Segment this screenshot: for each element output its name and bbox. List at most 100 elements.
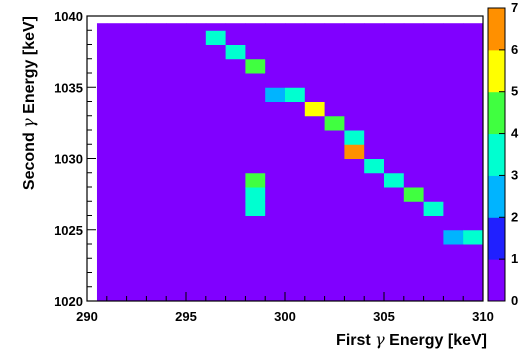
heatmap-cell [166, 30, 187, 45]
heatmap-cell [364, 58, 385, 74]
heatmap-cell [304, 73, 326, 88]
heatmap-cell [166, 58, 187, 74]
heatmap-cell [166, 130, 187, 145]
heatmap-cell [126, 73, 147, 88]
heatmap-cell [285, 158, 306, 174]
heatmap-cell [166, 272, 187, 288]
heatmap-cell [265, 23, 286, 31]
heatmap-cell [384, 44, 405, 60]
colorbar-tick-label: 3 [511, 167, 518, 182]
heatmap-cell [265, 73, 286, 88]
heatmap-cell [344, 130, 365, 145]
heatmap-cell [205, 158, 227, 174]
heatmap-cell [423, 101, 444, 117]
heatmap-cell [186, 144, 207, 159]
heatmap-cell [324, 144, 345, 159]
heatmap-cell [205, 73, 227, 88]
heatmap-cell [126, 101, 147, 117]
heatmap-cell [106, 244, 128, 259]
heatmap-cell [344, 23, 365, 31]
heatmap-cell [443, 115, 464, 131]
colorbar-tick-label: 6 [511, 42, 518, 57]
heatmap-cell [324, 172, 345, 188]
heatmap-cell [324, 115, 345, 131]
heatmap-cell [265, 258, 286, 273]
heatmap-cell [344, 286, 365, 301]
heatmap-cell [96, 115, 108, 131]
heatmap-cell [423, 58, 444, 74]
heatmap-cell [186, 58, 207, 74]
y-tick-label: 1040 [54, 9, 83, 24]
heatmap-cell [166, 144, 187, 159]
heatmap-cell [126, 187, 147, 202]
heatmap-cell [344, 201, 365, 216]
heatmap-cell [403, 258, 425, 273]
heatmap-cell [463, 23, 483, 31]
heatmap-cell [324, 101, 345, 117]
heatmap-cell [106, 172, 128, 188]
heatmap-cell [384, 30, 405, 45]
heatmap-cell [364, 244, 385, 259]
heatmap-cell [166, 23, 187, 31]
heatmap-cell [166, 44, 187, 60]
heatmap-cell [364, 272, 385, 288]
colorbar-tick-label: 0 [511, 293, 518, 308]
heatmap-cell [205, 115, 227, 131]
x-tick-label: 310 [472, 309, 494, 324]
heatmap-cell [384, 201, 405, 216]
heatmap-cell [245, 172, 266, 188]
heatmap-cell [403, 30, 425, 45]
heatmap-cell [146, 244, 167, 259]
heatmap-cell [186, 44, 207, 60]
heatmap-cell [304, 130, 326, 145]
heatmap-cell [463, 244, 483, 259]
colorbar: 0 1 2 3 4 5 6 7 [487, 0, 519, 308]
heatmap-cell [96, 87, 108, 102]
heatmap-cell [126, 23, 147, 31]
heatmap-cell [205, 286, 227, 301]
heatmap-cell [324, 58, 345, 74]
x-axis: 290 295 300 305 310 [76, 292, 494, 324]
heatmap-cell [126, 58, 147, 74]
heatmap-cell [265, 30, 286, 45]
heatmap-cell [384, 73, 405, 88]
heatmap-cell [126, 130, 147, 145]
heatmap-cell [166, 115, 187, 131]
heatmap-cell [96, 272, 108, 288]
heatmap-cell [403, 73, 425, 88]
heatmap-cell [384, 229, 405, 245]
heatmap-cell [304, 144, 326, 159]
heatmap-cell [245, 101, 266, 117]
heatmap-cell [96, 158, 108, 174]
y-axis-title: Second γ Energy [keV] [19, 16, 38, 190]
heatmap-cell [403, 187, 425, 202]
heatmap-cell [146, 272, 167, 288]
y-tick-label: 1020 [54, 294, 83, 309]
heatmap-cell [245, 144, 266, 159]
heatmap-cell [304, 58, 326, 74]
heatmap-cell [225, 130, 246, 145]
empty-margin [87, 16, 483, 24]
heatmap-cell [443, 272, 464, 288]
heatmap-cell [265, 229, 286, 245]
heatmap-cell [364, 73, 385, 88]
heatmap-cell [463, 115, 483, 131]
heatmap-cell [146, 30, 167, 45]
heatmap-cell [225, 244, 246, 259]
colorbar-tick-label: 4 [511, 126, 519, 141]
heatmap-cell [364, 158, 385, 174]
heatmap-cell [304, 172, 326, 188]
heatmap-cell [423, 130, 444, 145]
heatmap-cell [285, 73, 306, 88]
heatmap-cell [384, 272, 405, 288]
heatmap-cell [245, 158, 266, 174]
heatmap-cell [384, 115, 405, 131]
heatmap-cell [146, 187, 167, 202]
heatmap-cell [186, 229, 207, 245]
heatmap-cell [344, 144, 365, 159]
heatmap-cell [245, 58, 266, 74]
x-axis-title: First γ Energy [keV] [336, 330, 487, 349]
heatmap-cell [225, 115, 246, 131]
heatmap-cell [186, 23, 207, 31]
